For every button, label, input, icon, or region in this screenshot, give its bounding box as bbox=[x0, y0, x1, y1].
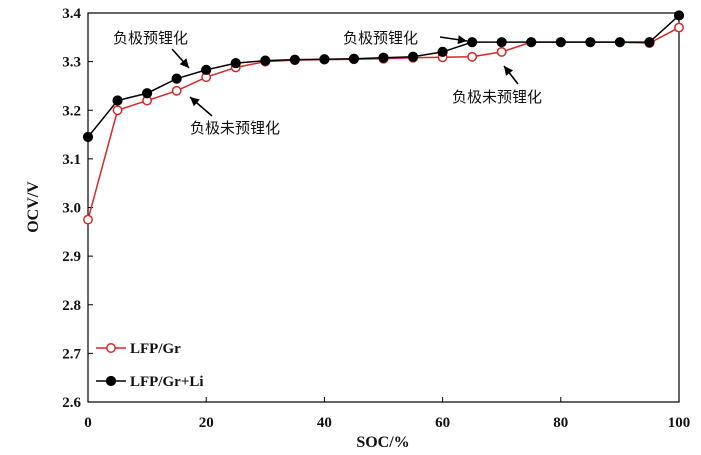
data-point-lfp-gr-li bbox=[585, 37, 596, 48]
data-point-lfp-gr-li bbox=[230, 57, 241, 69]
legend-label-lfp-gr: LFP/Gr bbox=[130, 341, 181, 357]
data-point-lfp-gr bbox=[674, 22, 684, 33]
data-point-lfp-gr-li bbox=[467, 37, 478, 48]
y-axis-title: OCV/V bbox=[25, 181, 42, 233]
legend: LFP/Gr LFP/Gr+Li bbox=[96, 341, 204, 390]
data-point-lfp-gr-li bbox=[407, 51, 419, 62]
data-point-lfp-gr bbox=[496, 46, 507, 57]
y-tick-label: 3.0 bbox=[62, 201, 81, 217]
series-layer bbox=[82, 10, 685, 225]
data-point-lfp-gr-li bbox=[348, 53, 360, 64]
data-point-lfp-gr bbox=[112, 105, 123, 116]
data-point-lfp-gr-li bbox=[201, 64, 212, 75]
data-point-lfp-gr-li bbox=[614, 37, 626, 48]
data-point-lfp-gr-li bbox=[319, 54, 330, 65]
legend-marker-lfp-gr-li bbox=[105, 375, 117, 387]
y-axis-ticks: 2.6 2.7 2.8 2.9 3.0 3.1 3.2 3.3 3.4 bbox=[62, 6, 93, 411]
annotation-label: 负极预锂化 bbox=[343, 29, 418, 47]
y-tick-label: 2.8 bbox=[62, 298, 81, 314]
annotation-arrowhead bbox=[179, 58, 189, 68]
annotation-arrowhead bbox=[504, 66, 514, 76]
y-tick-label: 2.7 bbox=[62, 346, 81, 362]
data-point-lfp-gr-li bbox=[289, 54, 300, 65]
legend-label-lfp-gr-li: LFP/Gr+Li bbox=[130, 374, 204, 390]
y-tick-label: 3.1 bbox=[62, 152, 81, 168]
x-axis-title: SOC/% bbox=[356, 434, 409, 451]
y-tick-label: 3.2 bbox=[62, 103, 81, 119]
data-point-lfp-gr-li bbox=[437, 46, 448, 58]
data-point-lfp-gr-li bbox=[171, 73, 182, 84]
annotation-label: 负极预锂化 bbox=[113, 29, 188, 47]
y-tick-label: 3.3 bbox=[62, 55, 81, 71]
plot-area: 0 20 40 60 80 100 2.6 2.7 2.8 2.9 3.0 3.1 3.2 3.3 3.4… bbox=[62, 6, 690, 431]
data-point-lfp-gr-li bbox=[112, 95, 123, 106]
data-point-lfp-gr-li bbox=[644, 37, 655, 48]
data-point-lfp-gr-li bbox=[496, 37, 507, 48]
data-point-lfp-gr-li bbox=[526, 37, 537, 48]
x-axis-ticks: 0 20 40 60 80 100 bbox=[84, 397, 690, 431]
y-tick-label: 2.9 bbox=[62, 249, 81, 265]
data-point-lfp-gr-li bbox=[260, 55, 271, 66]
y-tick-label: 3.4 bbox=[62, 6, 81, 22]
x-tick-label: 20 bbox=[199, 415, 214, 431]
x-tick-label: 80 bbox=[553, 415, 568, 431]
annotation-label: 负极未预锂化 bbox=[190, 119, 280, 137]
x-tick-label: 100 bbox=[668, 415, 691, 431]
annotation-arrowhead bbox=[190, 97, 200, 107]
annotation-arrowhead bbox=[457, 35, 467, 45]
x-tick-label: 40 bbox=[317, 415, 332, 431]
data-point-lfp-gr-li bbox=[378, 52, 389, 63]
legend-marker-lfp-gr bbox=[106, 343, 116, 353]
data-point-lfp-gr-li bbox=[555, 37, 566, 48]
data-point-lfp-gr bbox=[467, 51, 478, 62]
x-tick-label: 0 bbox=[84, 415, 92, 431]
data-point-lfp-gr-li bbox=[142, 88, 153, 99]
y-tick-label: 2.6 bbox=[62, 395, 81, 411]
data-point-lfp-gr-li bbox=[82, 131, 94, 143]
data-point-lfp-gr bbox=[171, 85, 182, 96]
annotation-label: 负极未预锂化 bbox=[452, 88, 542, 106]
x-tick-label: 60 bbox=[435, 415, 450, 431]
data-point-lfp-gr bbox=[83, 214, 93, 225]
data-point-lfp-gr-li bbox=[673, 10, 685, 21]
